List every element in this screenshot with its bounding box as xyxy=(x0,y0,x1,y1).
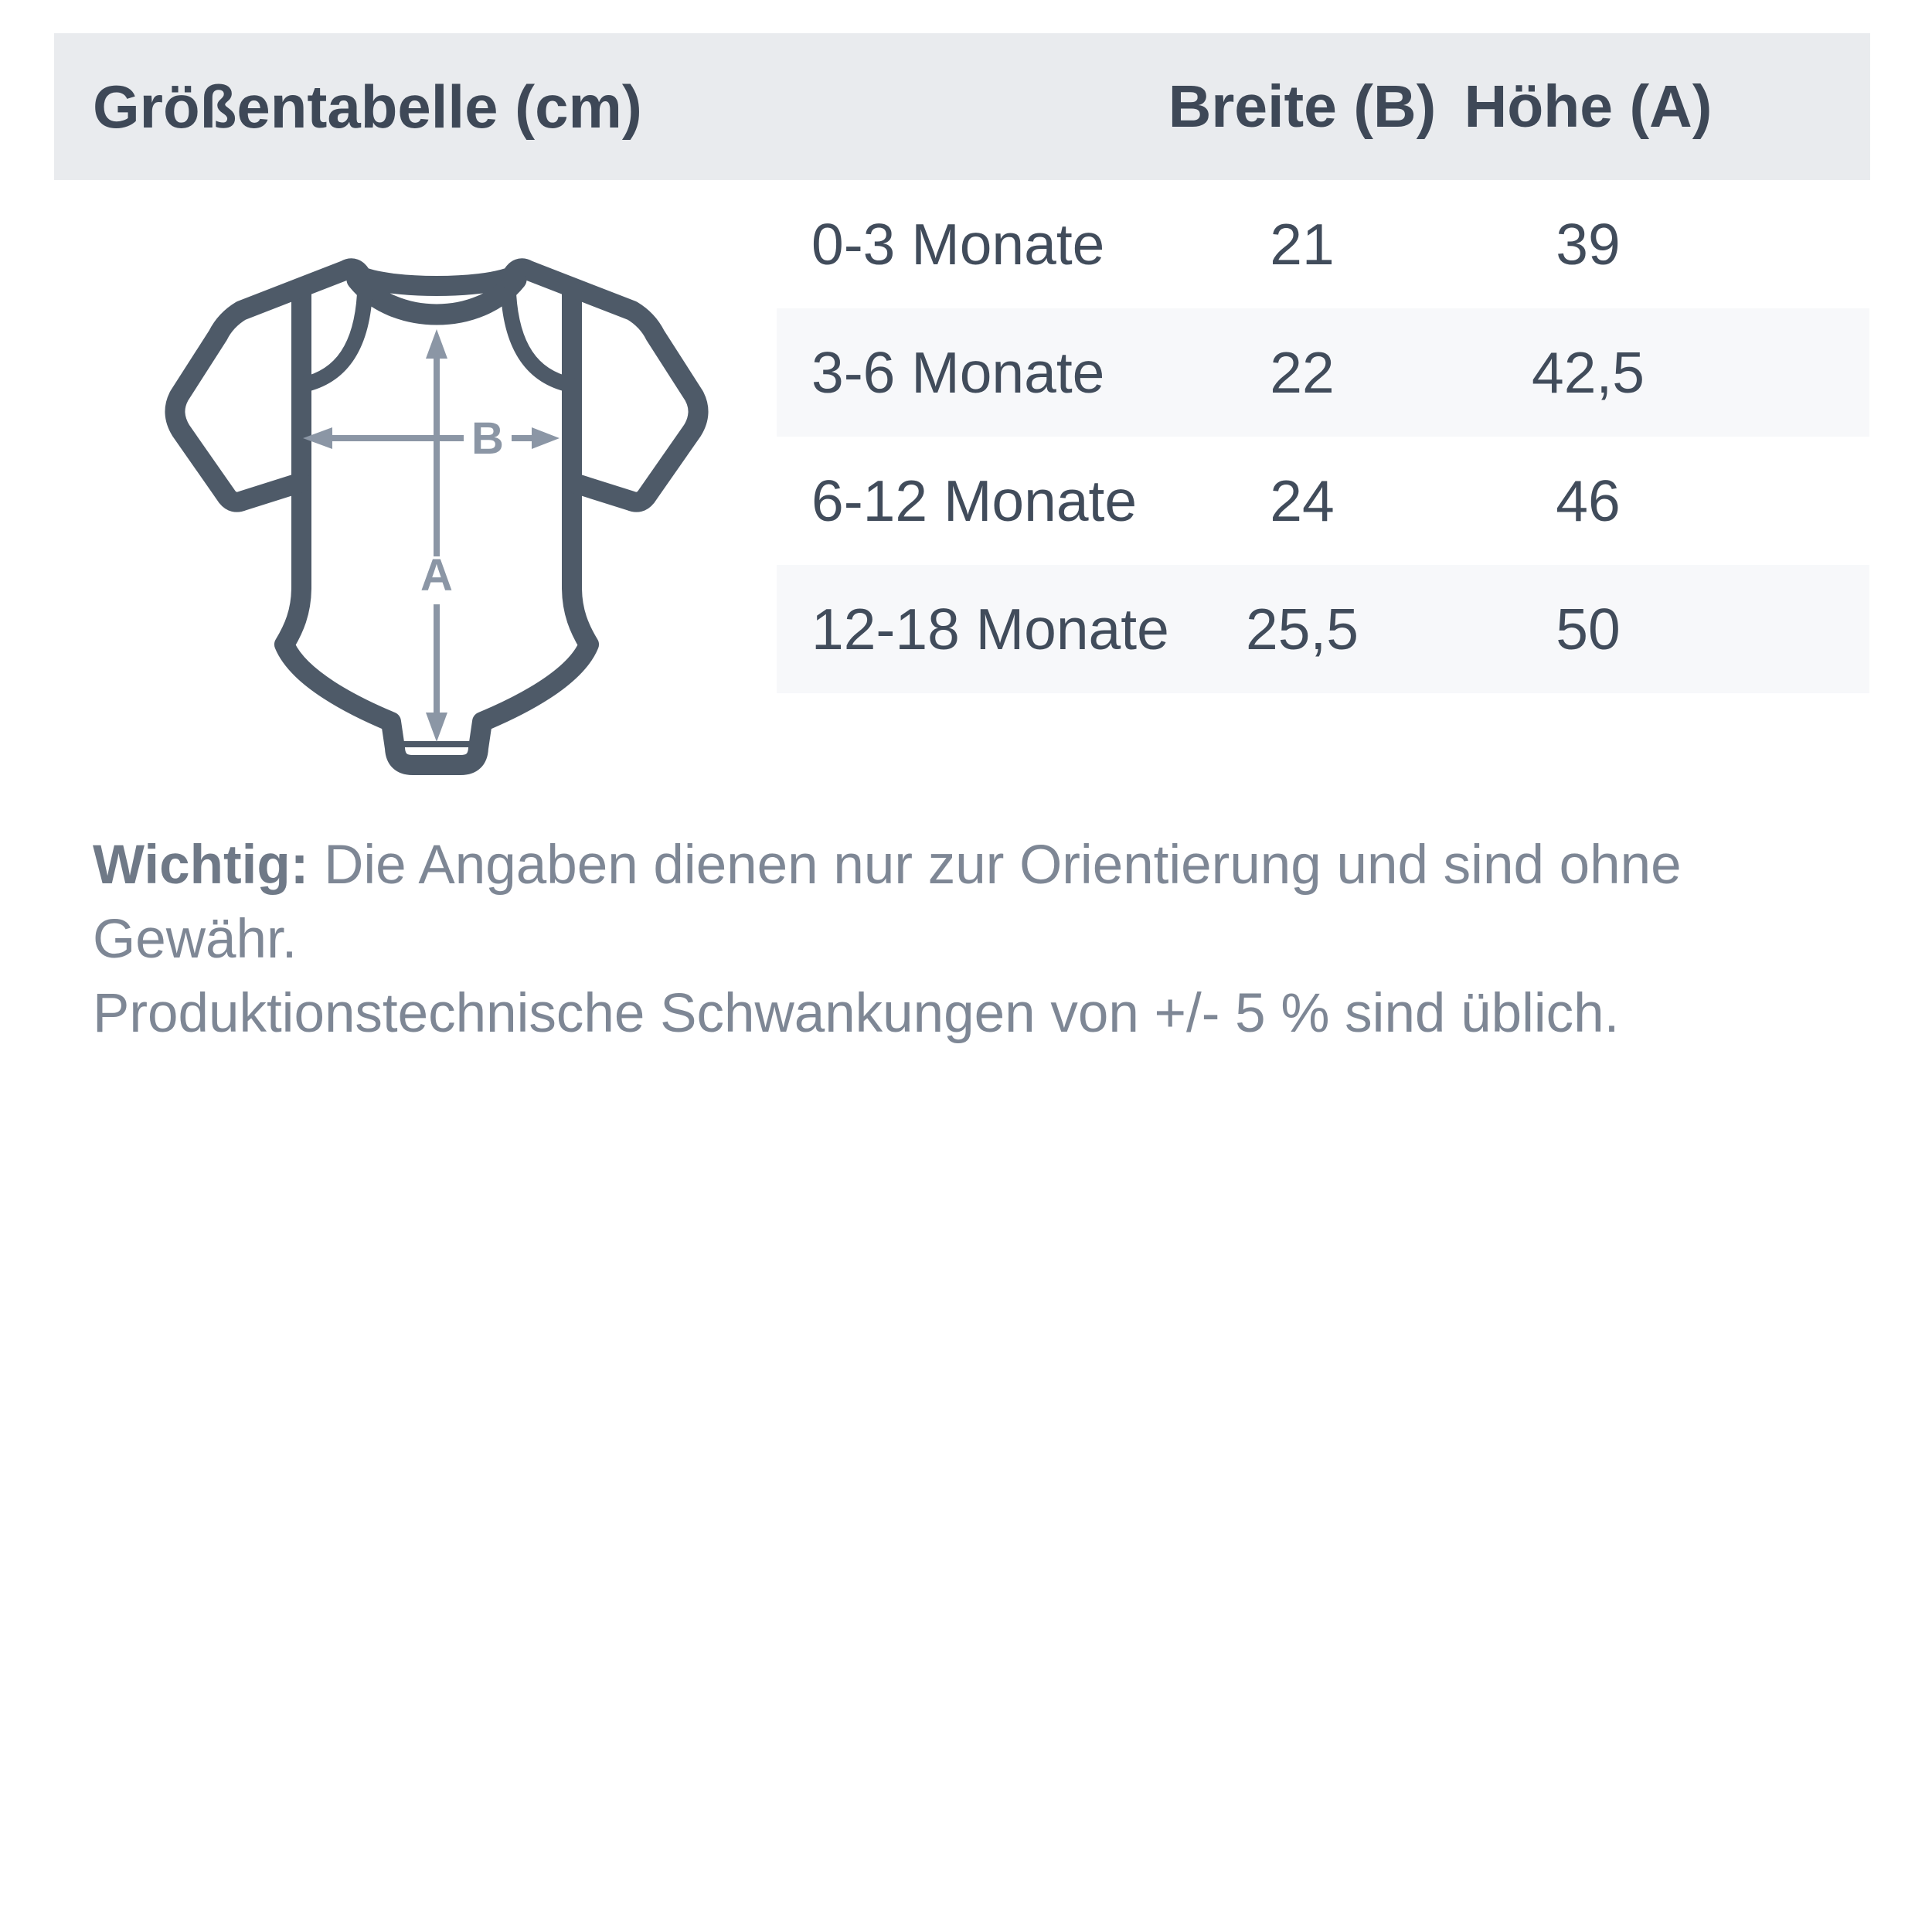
size-label: 12-18 Monate xyxy=(811,597,1169,662)
height-value: 50 xyxy=(1556,597,1621,662)
disclaimer-lead: Wichtig: xyxy=(93,835,309,896)
width-value: 22 xyxy=(1270,340,1335,405)
table-header: Größentabelle (cm) Breite (B) Höhe (A) xyxy=(54,33,1870,180)
disclaimer-line2: Produktionstechnische Schwankungen von +… xyxy=(93,983,1620,1044)
bodysuit-sleeves-outline xyxy=(165,258,709,512)
column-header-height: Höhe (A) xyxy=(1464,73,1713,140)
bodysuit-raglan-seam-left xyxy=(295,286,372,393)
disclaimer-line1: Die Angaben dienen nur zur Orientierung … xyxy=(93,835,1682,970)
bodysuit-neckband xyxy=(346,269,527,325)
size-label: 0-3 Monate xyxy=(811,212,1105,277)
table-row: 6-12 Monate 24 46 xyxy=(777,437,1869,565)
table-row: 3-6 Monate 22 42,5 xyxy=(777,308,1869,437)
height-arrow-icon xyxy=(426,329,447,742)
size-table: 0-3 Monate 21 39 3-6 Monate 22 42,5 6-12… xyxy=(777,180,1869,693)
size-label: 3-6 Monate xyxy=(811,340,1105,405)
bodysuit-torso-outline xyxy=(274,282,599,775)
bodysuit-raglan-seam-right xyxy=(501,286,578,393)
height-value: 46 xyxy=(1556,468,1621,533)
column-header-width: Breite (B) xyxy=(1168,73,1437,140)
table-row: 0-3 Monate 21 39 xyxy=(777,180,1869,308)
width-arrow-icon xyxy=(303,427,560,449)
height-value: 39 xyxy=(1556,212,1621,277)
baby-bodysuit-diagram: A B xyxy=(165,258,709,775)
width-dimension-label: B xyxy=(471,413,504,464)
table-row: 12-18 Monate 25,5 50 xyxy=(777,565,1869,693)
width-value: 24 xyxy=(1270,468,1335,533)
disclaimer-note: Wichtig: Die Angaben dienen nur zur Orie… xyxy=(93,828,1862,1051)
width-value: 21 xyxy=(1270,212,1335,277)
size-label: 6-12 Monate xyxy=(811,468,1138,533)
width-value: 25,5 xyxy=(1246,597,1359,662)
height-dimension-label: A xyxy=(420,550,453,600)
height-value: 42,5 xyxy=(1532,340,1645,405)
page-title: Größentabelle (cm) xyxy=(93,72,642,141)
